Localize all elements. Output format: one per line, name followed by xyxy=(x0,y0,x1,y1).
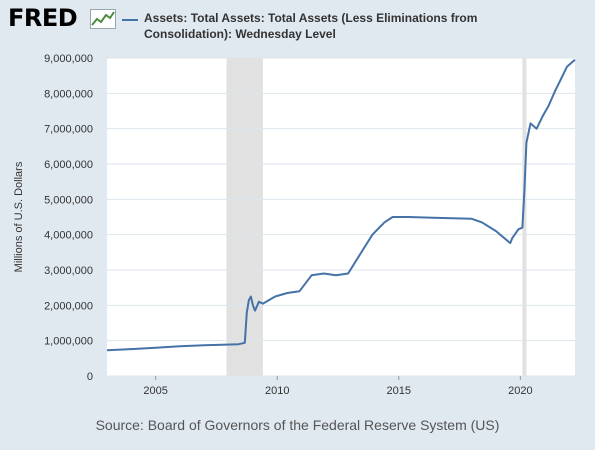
y-tick-label: 4,000,000 xyxy=(44,230,93,242)
fred-logo[interactable]: FRED xyxy=(8,4,78,32)
x-tick-label: 2015 xyxy=(387,385,411,397)
x-tick-label: 2005 xyxy=(143,385,167,397)
y-tick-label: 1,000,000 xyxy=(44,336,93,348)
plot-area xyxy=(107,58,575,376)
series-layer xyxy=(106,59,576,352)
y-tick-label: 8,000,000 xyxy=(44,88,93,100)
x-axis-ticks: 2005 2010 2015 2020 xyxy=(143,376,533,397)
legend-label: Assets: Total Assets: Total Assets (Less… xyxy=(144,11,478,41)
y-tick-label: 5,000,000 xyxy=(44,194,93,206)
chart-header: FRED Assets: Total Assets: Total Assets … xyxy=(0,0,595,50)
legend-swatch xyxy=(122,19,138,21)
recession-band-2 xyxy=(522,58,527,376)
y-axis-label: Millions of U.S. Dollars xyxy=(13,161,25,272)
y-tick-label: 7,000,000 xyxy=(44,124,93,136)
x-tick-label: 2010 xyxy=(265,385,289,397)
fred-logo-graph-icon xyxy=(90,9,116,29)
y-tick-label: 9,000,000 xyxy=(44,53,93,65)
y-axis-ticks: 0 1,000,000 2,000,000 3,000,000 4,000,000 5,0… xyxy=(44,53,93,383)
y-tick-label: 3,000,000 xyxy=(44,265,93,277)
recession-bands xyxy=(226,58,527,376)
x-tick-label: 2020 xyxy=(508,385,532,397)
source-note: Source: Board of Governors of the Federa… xyxy=(95,417,500,433)
y-tick-label: 2,000,000 xyxy=(44,300,93,312)
recession-band-1 xyxy=(226,58,263,376)
gridlines xyxy=(107,57,575,377)
y-tick-label: 0 xyxy=(87,371,93,383)
y-tick-label: 6,000,000 xyxy=(44,159,93,171)
series-line-1 xyxy=(106,59,576,352)
